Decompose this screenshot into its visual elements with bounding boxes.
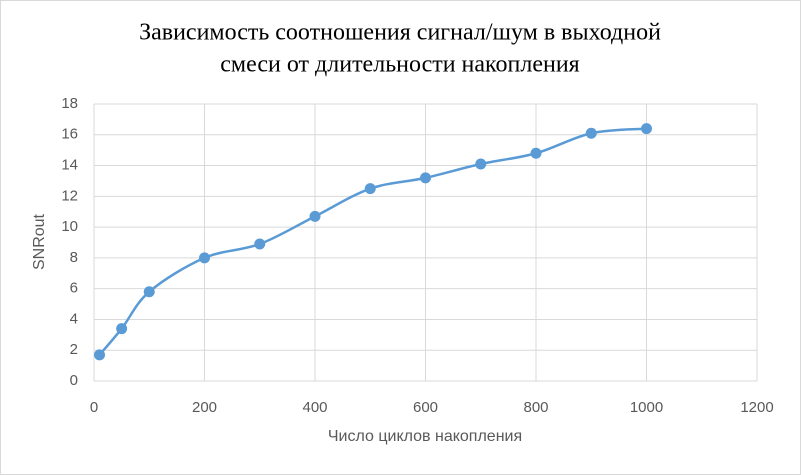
y-tick-label: 4 (70, 310, 78, 327)
data-point (116, 323, 128, 335)
data-point (94, 349, 106, 361)
y-tick-label: 16 (61, 126, 78, 143)
y-tick-label: 10 (61, 218, 78, 235)
y-tick-label: 14 (61, 157, 78, 174)
y-tick-label: 0 (70, 372, 78, 389)
x-tick-label: 400 (302, 399, 327, 416)
y-axis-label: SNRout (31, 213, 48, 270)
x-tick-label: 800 (523, 399, 548, 416)
data-point (309, 210, 321, 222)
data-point (585, 127, 597, 139)
y-tick-label: 2 (70, 341, 78, 358)
data-point (199, 252, 210, 264)
x-axis-label: Число циклов накопления (328, 428, 522, 445)
data-point (641, 123, 652, 135)
data-point (254, 238, 266, 250)
y-tick-label: 6 (70, 280, 78, 297)
chart-title: смеси от длительности накопления (220, 52, 579, 78)
chart-title: Зависимость соотношения сигнал/шум в вых… (139, 20, 661, 46)
data-point (364, 183, 376, 195)
y-tick-label: 8 (70, 249, 78, 266)
y-tick-label: 18 (61, 95, 78, 112)
data-point (420, 172, 431, 184)
data-point (475, 158, 487, 170)
x-tick-label: 1200 (740, 399, 773, 416)
x-tick-label: 200 (192, 399, 217, 416)
data-point (530, 147, 542, 159)
x-tick-label: 0 (90, 399, 98, 416)
y-tick-label: 12 (61, 187, 78, 204)
data-point (143, 286, 155, 298)
x-tick-label: 600 (413, 399, 438, 416)
x-tick-label: 1000 (630, 399, 663, 416)
